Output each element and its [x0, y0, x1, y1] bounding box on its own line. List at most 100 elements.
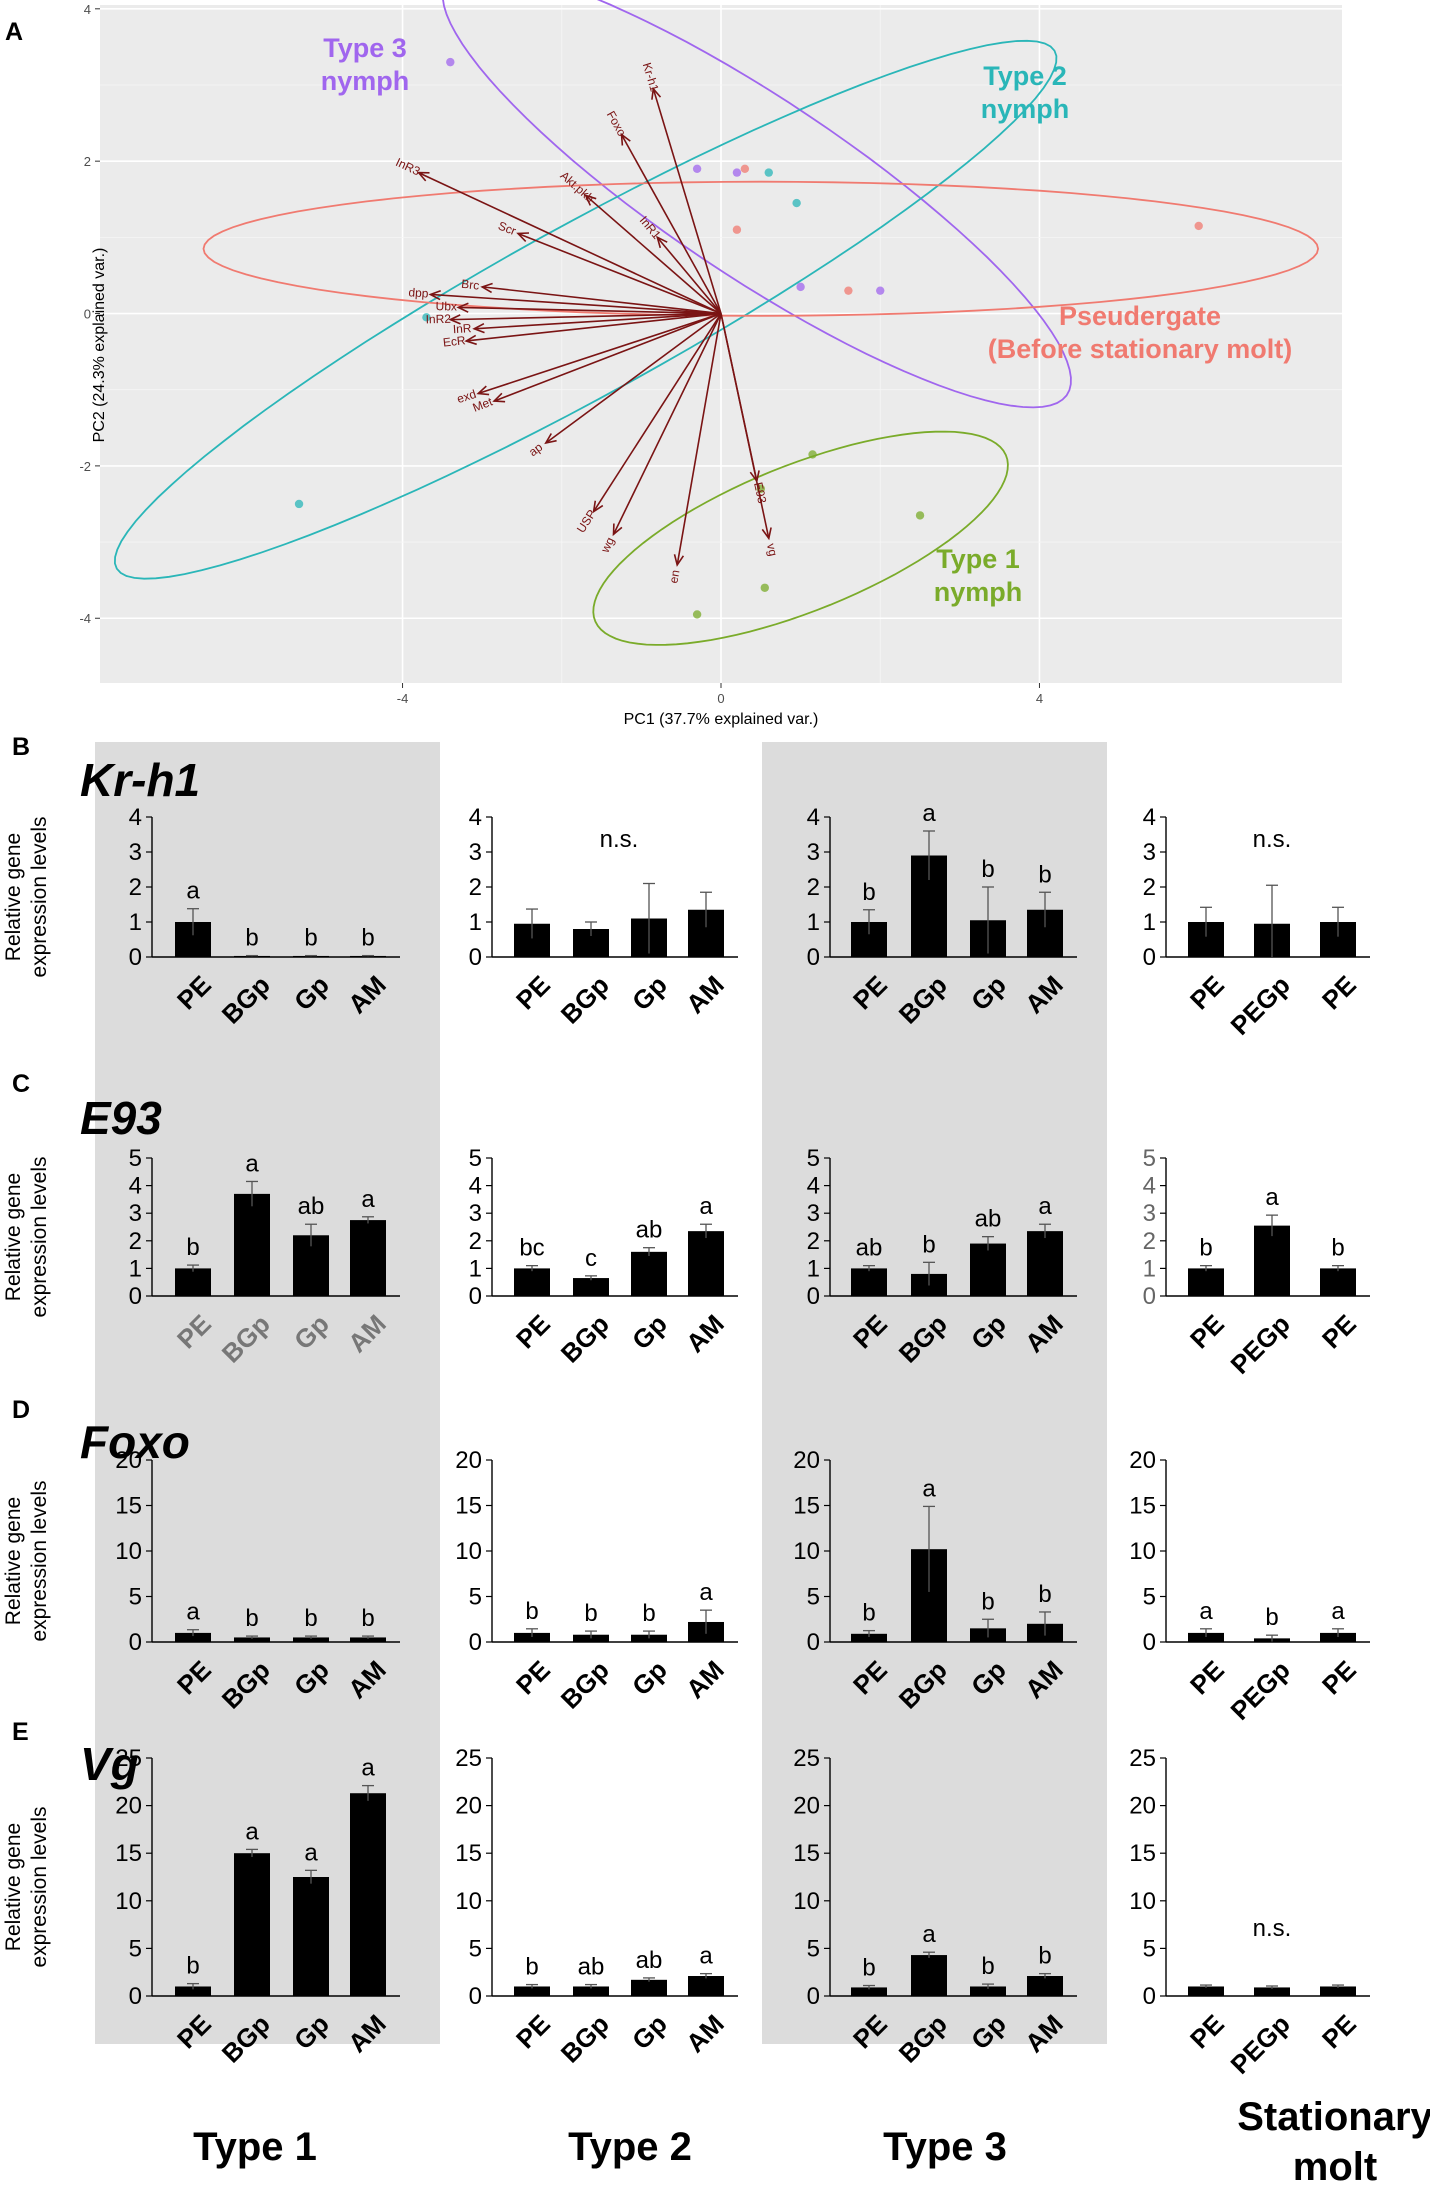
panel-label-b: B	[12, 733, 30, 761]
bar-gp	[970, 1986, 1006, 1996]
arrowhead-inr3	[416, 171, 430, 182]
y-tick-label: 0	[1143, 1629, 1156, 1656]
group-label-type-2-nymph: Type 2	[983, 61, 1067, 91]
y-tick-label: 4	[469, 1173, 482, 1200]
y-tick-label: 3	[469, 1200, 482, 1227]
loading-arrow-vg	[720, 313, 770, 539]
y-tick-label: 1	[1143, 909, 1156, 936]
significance-letter: a	[922, 1921, 936, 1948]
bar-pe	[514, 1632, 550, 1642]
ellipse-pseudergate-before-stationary-molt	[202, 180, 1320, 317]
arrowhead-vg	[761, 527, 772, 541]
arrowhead-ecr	[464, 334, 477, 346]
loading-arrow-ap	[545, 312, 722, 444]
loading-arrow-kr-h1	[652, 88, 722, 314]
column-titles: Type 1 Type 2 Type 3 Stationary molt	[193, 2095, 1430, 2189]
column-title-stationary-molt: molt	[1293, 2145, 1377, 2189]
y-tick-label: 10	[455, 1538, 482, 1565]
ellipse-type-1-nymph	[592, 430, 1009, 646]
bar-pe	[514, 1986, 550, 1996]
y-tick-label: 3	[807, 1200, 820, 1227]
significance-letter: b	[245, 1605, 258, 1632]
y-tick-label: 4	[129, 1173, 142, 1200]
y-tick-label: 0	[1143, 944, 1156, 971]
point-type-1-nymph	[808, 450, 817, 459]
gene-name-vg: Vg	[80, 1738, 139, 1790]
column-shading	[95, 742, 1107, 2044]
y-tick-label: 1	[469, 909, 482, 936]
significance-letter: b	[525, 1954, 538, 1981]
loading-arrow-dpp	[430, 293, 722, 315]
significance-letter: b	[862, 1955, 875, 1982]
y-tick-label: 4	[807, 1173, 820, 1200]
significance-letter: ab	[578, 1954, 605, 1981]
group-label-type-3-nymph: nymph	[321, 66, 410, 96]
y-tick-label: 2	[1143, 1228, 1156, 1255]
loading-arrow-akt-pkb	[585, 194, 722, 315]
arrowhead-wg	[612, 523, 623, 537]
y-tick-label: 20	[455, 1793, 482, 1820]
shade-type-3	[762, 742, 1107, 2044]
loading-label-inr: InR	[452, 321, 472, 336]
ellipse-type-2-nymph	[113, 39, 1058, 580]
y-tick-label: 5	[1143, 1935, 1156, 1962]
arrowhead-dpp	[428, 289, 441, 301]
y-tick-label: 0	[129, 1983, 142, 2010]
y-tick-label: 15	[115, 1493, 142, 1520]
y-tick-label: 20	[1129, 1793, 1156, 1820]
y-tick-label: 25	[793, 1745, 820, 1772]
pca-y-tick-label: 2	[84, 154, 91, 169]
y-tick-label: 0	[469, 1983, 482, 2010]
loading-arrow-foxo	[620, 134, 722, 314]
arrowhead-ap	[544, 433, 557, 445]
loading-label-met: Met	[471, 394, 495, 415]
group-label-type-1-nymph: nymph	[934, 577, 1023, 607]
bar-am	[350, 1637, 386, 1642]
significance-letter: b	[922, 1231, 935, 1258]
y-tick-label: 1	[807, 1255, 820, 1282]
significance-letter: b	[584, 1600, 597, 1627]
y-tick-label: 4	[1143, 804, 1156, 831]
point-type-1-nymph	[692, 610, 702, 619]
y-axis-label: expression levels	[28, 1806, 51, 1967]
point-type-2-nymph	[764, 168, 773, 177]
pca-x-tick-label: 4	[1036, 691, 1043, 706]
y-tick-label: 0	[1143, 1983, 1156, 2010]
arrowhead-inr1	[656, 235, 668, 249]
bar-gp	[631, 1251, 667, 1296]
bar-pe	[175, 1632, 211, 1642]
y-tick-label: 4	[807, 804, 820, 831]
bar-pe	[175, 1268, 211, 1296]
loading-label-dpp: dpp	[408, 285, 429, 300]
bar-pe	[1320, 1632, 1356, 1642]
bar-pegp	[1254, 1225, 1290, 1296]
point-type-3-nymph	[692, 164, 702, 173]
point-type-3-nymph	[732, 168, 742, 177]
y-tick-label: 5	[469, 1145, 482, 1172]
y-tick-label: 20	[1129, 1447, 1156, 1474]
significance-letter: a	[699, 1193, 713, 1220]
y-tick-label: 0	[129, 944, 142, 971]
gene-name-foxo: Foxo	[80, 1416, 190, 1468]
bar-gp	[293, 1877, 329, 1996]
y-tick-label: 0	[807, 1983, 820, 2010]
y-tick-label: 20	[455, 1447, 482, 1474]
significance-letter: b	[361, 1605, 374, 1632]
gene-name-kr-h1: Kr-h1	[80, 754, 200, 806]
y-tick-label: 10	[455, 1888, 482, 1915]
bar-pegp	[1254, 1987, 1290, 1996]
y-tick-label: 5	[807, 1145, 820, 1172]
panel-label-d: D	[12, 1396, 30, 1424]
loading-arrow-inr	[474, 312, 722, 330]
arrowhead-usp	[592, 500, 604, 514]
panel-label-c: C	[12, 1070, 30, 1098]
y-tick-label: 3	[129, 839, 142, 866]
y-tick-label: 0	[469, 1629, 482, 1656]
panel-label-e: E	[12, 1718, 29, 1746]
group-label-pseudergate-before-stationary-molt: (Before stationary molt)	[988, 334, 1293, 364]
group-label-type-1-nymph: Type 1	[936, 544, 1020, 574]
bar-am	[688, 1976, 724, 1996]
y-tick-label: 3	[469, 839, 482, 866]
